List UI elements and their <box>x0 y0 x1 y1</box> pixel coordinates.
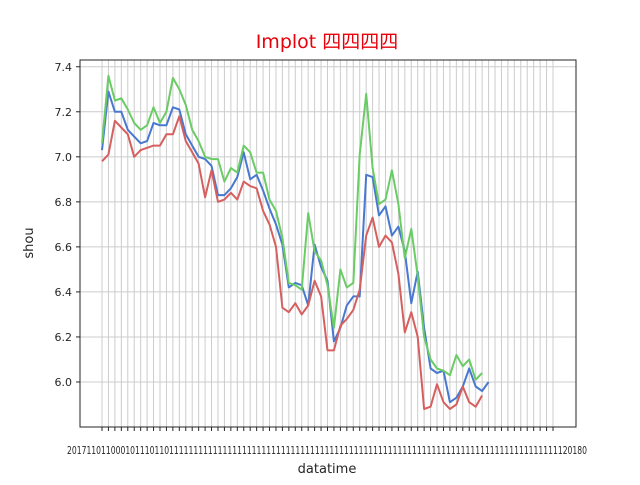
y-axis-label: shou <box>22 227 37 258</box>
y-tick-label: 6.2 <box>55 331 73 344</box>
y-tick-label: 7.2 <box>55 106 73 119</box>
series-line-2 <box>101 74 483 381</box>
y-tick-label: 7.4 <box>55 61 73 74</box>
series-line-3 <box>101 115 483 410</box>
y-tick-label: 6.4 <box>55 286 73 299</box>
y-tick-label: 6.6 <box>55 241 73 254</box>
grid-layer <box>80 60 576 427</box>
x-tick-labels: 2017110110001011101101111111111111111111… <box>67 444 587 457</box>
y-tick-label: 6.8 <box>55 196 73 209</box>
y-tick-label: 7.0 <box>55 151 73 164</box>
y-axis: 6.0 6.2 6.4 6.6 6.8 7.0 7.2 7.4 <box>55 61 80 389</box>
y-tick-label: 6.0 <box>55 376 73 389</box>
x-axis: 2017110110001011101101111111111111111111… <box>67 427 587 457</box>
x-axis-label: datatime <box>298 462 357 477</box>
chart-title: Implot 四四四四 <box>256 31 399 53</box>
series-layer <box>101 74 490 410</box>
